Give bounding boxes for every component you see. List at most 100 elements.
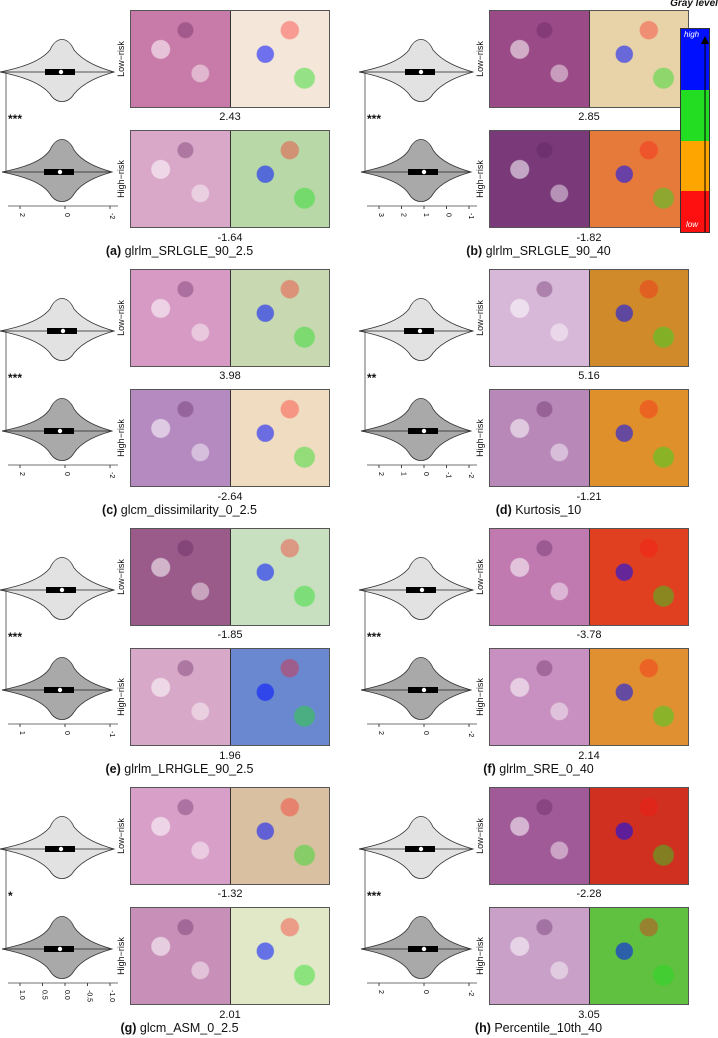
x-tick-label: 0.0 xyxy=(63,990,70,1000)
x-tick-label: 1 xyxy=(18,731,25,735)
x-tick-label: 1 xyxy=(422,213,429,217)
panel-caption: (g) glcm_ASM_0_2.5 xyxy=(0,1021,359,1035)
panel-caption: (e) glrlm_LRHGLE_90_2.5 xyxy=(0,762,359,776)
high-risk-value: -1.64 xyxy=(217,232,243,244)
gray-level-map-image xyxy=(230,390,329,486)
row-label-high-risk: High−risk xyxy=(475,419,485,457)
high-risk-image-pair xyxy=(489,389,689,487)
x-tick-label: 2 xyxy=(377,731,384,735)
gray-level-map-image xyxy=(230,11,329,107)
x-tick-label: 3 xyxy=(377,213,384,217)
panel-letter: (d) xyxy=(495,503,512,517)
he-tissue-image xyxy=(131,908,230,1004)
significance-stars: *** xyxy=(367,889,382,903)
legend-seg-red xyxy=(681,191,709,232)
violin-high-risk xyxy=(1,657,114,720)
x-tick-label: 2 xyxy=(18,213,25,217)
violin-low-risk xyxy=(359,39,475,102)
legend-seg-green xyxy=(681,89,709,141)
low-risk-value: -1.85 xyxy=(217,629,243,641)
panel-caption: (f) glrlm_SRE_0_40 xyxy=(359,762,718,776)
violin-median xyxy=(57,169,63,175)
low-risk-value: -3.78 xyxy=(576,629,602,641)
x-tick-label: -2 xyxy=(467,731,474,737)
panel-g: 1.0 0.5 0.0 -0.5 -1.0 * Low−risk High−risk -1.32… xyxy=(0,777,359,1036)
x-tick-label: 0 xyxy=(445,213,452,217)
gray-level-map-image xyxy=(230,788,329,884)
panel-f: 2 0 -2 *** Low−risk High−risk -3.78 2.14 (f) glr… xyxy=(359,518,718,777)
gray-level-map-image xyxy=(589,11,688,107)
panel-letter: (g) xyxy=(120,1021,137,1035)
significance-stars: * xyxy=(8,889,13,903)
panel-h: 2 0 -2 *** Low−risk High−risk -2.28 3.05 (h) Per… xyxy=(359,777,718,1036)
high-risk-value: 2.14 xyxy=(578,750,600,762)
x-tick-label: 0 xyxy=(422,731,429,735)
low-risk-value: 2.43 xyxy=(219,111,241,123)
x-tick-label: 0 xyxy=(63,731,70,735)
violin-median xyxy=(418,846,424,852)
he-tissue-image xyxy=(131,529,230,625)
x-tick-label: -1.0 xyxy=(108,990,115,1002)
low-risk-image-pair xyxy=(130,269,330,367)
he-tissue-image xyxy=(490,649,589,745)
x-tick-label: 0 xyxy=(63,472,70,476)
panel-letter: (e) xyxy=(105,762,121,776)
violin-plot: 3 2 1 0 -1 xyxy=(359,39,477,219)
legend-high-label: high xyxy=(684,30,700,39)
significance-stars: *** xyxy=(8,371,23,385)
high-risk-value: -2.64 xyxy=(217,491,243,503)
low-risk-image-pair xyxy=(130,787,330,885)
violin-median xyxy=(418,69,424,75)
he-tissue-image xyxy=(131,390,230,486)
significance-bracket xyxy=(5,71,12,173)
row-label-low-risk: Low−risk xyxy=(116,818,126,854)
x-tick-label: 1.0 xyxy=(18,990,25,1000)
row-label-high-risk: High−risk xyxy=(116,937,126,975)
violin-plot: 1 0 -1 xyxy=(0,557,118,737)
violin-high-risk xyxy=(1,139,114,202)
low-risk-value: 5.16 xyxy=(578,370,600,382)
x-tick-label: -1 xyxy=(445,472,452,478)
low-risk-image-pair xyxy=(489,528,689,626)
significance-stars: *** xyxy=(8,112,23,126)
violin-high-risk xyxy=(360,657,473,720)
gray-level-map-image xyxy=(230,131,329,227)
x-tick-label: -2 xyxy=(467,990,474,996)
significance-bracket xyxy=(364,848,371,950)
panel-c: 2 0 -2 *** Low−risk High−risk 3.98 -2.64 (c) glc… xyxy=(0,259,359,518)
violin-high-risk xyxy=(360,139,473,202)
row-label-high-risk: High−risk xyxy=(475,678,485,716)
gray-level-map-image xyxy=(230,649,329,745)
x-tick-label: -2 xyxy=(467,472,474,478)
row-label-high-risk: High−risk xyxy=(475,937,485,975)
row-label-low-risk: Low−risk xyxy=(475,559,485,595)
high-risk-image-pair xyxy=(130,648,330,746)
panel-caption: (h) Percentile_10th_40 xyxy=(359,1021,718,1035)
gray-level-map-image xyxy=(230,529,329,625)
x-tick-label: -0.5 xyxy=(86,990,93,1002)
violin-plot: 1.0 0.5 0.0 -0.5 -1.0 xyxy=(0,816,118,1002)
significance-bracket xyxy=(364,330,371,432)
x-tick-label: 2 xyxy=(400,213,407,217)
gray-level-map-image xyxy=(589,131,688,227)
legend-seg-orange xyxy=(681,140,709,192)
row-label-high-risk: High−risk xyxy=(116,160,126,198)
low-risk-image-pair xyxy=(489,269,689,367)
panel-letter: (f) xyxy=(483,762,496,776)
row-label-low-risk: Low−risk xyxy=(116,559,126,595)
high-risk-image-pair xyxy=(489,907,689,1005)
low-risk-image-pair xyxy=(130,10,330,108)
high-risk-value: -1.82 xyxy=(576,232,602,244)
significance-stars: ** xyxy=(367,371,377,385)
x-tick-label: 0 xyxy=(422,990,429,994)
violin-median xyxy=(59,587,65,593)
gray-level-map-image xyxy=(230,270,329,366)
row-label-low-risk: Low−risk xyxy=(475,300,485,336)
violin-median xyxy=(419,587,425,593)
legend-arrow-icon xyxy=(701,36,709,232)
high-risk-value: 1.96 xyxy=(219,750,241,762)
panel-caption: (a) glrlm_SRLGLE_90_2.5 xyxy=(0,244,359,258)
panel-b: 3 2 1 0 -1 *** Low−risk High−risk 2.85 -1.82 (b) g… xyxy=(359,0,718,259)
violin-median xyxy=(57,687,63,693)
x-tick-label: 1 xyxy=(400,472,407,476)
